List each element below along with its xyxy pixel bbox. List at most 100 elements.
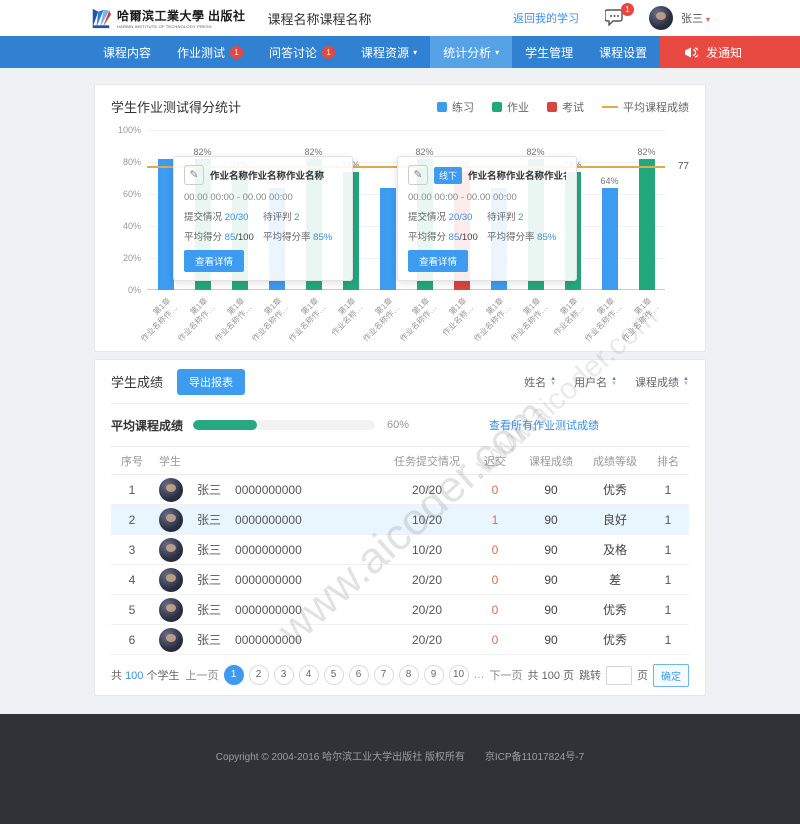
next-page-button[interactable]: 下一页	[489, 670, 523, 682]
page-button-4[interactable]: 4	[298, 665, 319, 685]
legend-item-exam[interactable]: 考试	[547, 99, 584, 115]
column-header-3: 任务提交情况	[394, 455, 460, 468]
messages-button[interactable]: 1	[604, 3, 634, 28]
submit-label: 提交情况	[408, 212, 447, 223]
nav-item-label: 课程资源	[361, 45, 410, 60]
y-axis-tick: 40%	[122, 221, 141, 231]
pagination-bar: 共 100 个学生 上一页 1 2 3 4 5 6 7 8 9 10 … 下一页 共 100 页 …	[111, 655, 689, 695]
column-header-5: 课程成绩	[529, 455, 573, 468]
bar-practice-7[interactable]	[379, 187, 396, 290]
legend-item-homework[interactable]: 作业	[492, 99, 529, 115]
jump-confirm-button[interactable]: 确定	[653, 663, 689, 687]
press-logo-cn: 哈爾滨工業大學 出版社	[117, 9, 246, 23]
gridline	[147, 129, 665, 131]
student-id: 0000000000	[235, 602, 302, 617]
avg-score-value: 85	[224, 232, 236, 243]
student-avatar	[159, 507, 183, 532]
page-button-3[interactable]: 3	[273, 665, 294, 685]
offline-badge: 线下	[434, 166, 463, 184]
nav-item-5[interactable]: 统计分析 ▾	[430, 36, 513, 68]
edit-pencil-icon: ✎	[408, 165, 428, 185]
page-jump-input[interactable]	[606, 665, 632, 685]
page-button-1[interactable]: 1	[223, 665, 244, 685]
cell-grade: 优秀	[602, 603, 627, 617]
view-details-button[interactable]: 查看详情	[408, 250, 469, 272]
avg-score-value: 85	[448, 232, 460, 243]
y-axis-tick: 60%	[122, 189, 141, 199]
page-button-6[interactable]: 6	[348, 665, 369, 685]
assignment-time-range: 00.00 00:00 - 00.00 00:00	[408, 192, 517, 203]
page-button-9[interactable]: 9	[423, 665, 444, 685]
cell-late: 0	[491, 572, 499, 587]
page-button-10[interactable]: 10	[448, 665, 469, 685]
bar-value-label: 82%	[304, 146, 323, 157]
chart-legend: 练习 作业 考试 平均课程成绩	[437, 99, 689, 115]
page-button-5[interactable]: 5	[323, 665, 344, 685]
user-menu[interactable]: 张三 ▾	[681, 10, 710, 26]
cell-grade: 差	[608, 573, 621, 587]
nav-item-4[interactable]: 课程资源 ▾	[348, 36, 430, 68]
avg-rate-label: 平均得分率	[487, 232, 535, 243]
nav-item-3[interactable]: 问答讨论 1	[256, 36, 348, 68]
sort-by-1[interactable]: 姓名 ▲ ▼	[524, 374, 556, 390]
cell-score: 90	[544, 602, 558, 617]
user-avatar[interactable]	[648, 6, 673, 30]
student-count: 100	[125, 670, 144, 682]
nav-item-2[interactable]: 作业测试 1	[164, 36, 256, 68]
back-to-learning-link[interactable]: 返回我的学习	[512, 13, 579, 25]
bar-value-label: 64%	[600, 175, 619, 186]
cell-submissions: 20/20	[411, 632, 443, 647]
student-id: 0000000000	[235, 512, 302, 527]
press-logo: 哈爾滨工業大學 出版社 HARBIN INSTITUTE OF TECHNOLO…	[90, 7, 246, 29]
nav-badge: 1	[230, 45, 244, 59]
nav-item-7[interactable]: 课程设置	[586, 36, 660, 68]
cell-student: 张三 0000000000	[153, 597, 383, 622]
submit-label: 提交情况	[184, 212, 223, 223]
nav-item-6[interactable]: 学生管理	[512, 36, 586, 68]
export-report-button[interactable]: 导出报表	[177, 368, 246, 395]
send-notice-button[interactable]: 发通知	[660, 36, 800, 68]
megaphone-icon	[685, 46, 699, 58]
page-footer: Copyright © 2004-2016 哈尔滨工业大学出版社 版权所有 京I…	[0, 714, 800, 824]
nav-item-1[interactable]: 课程内容	[90, 36, 164, 68]
view-all-scores-link[interactable]: 查看所有作业测试成绩	[489, 420, 599, 432]
pending-label: 待评判	[487, 212, 516, 223]
cell-late: 0	[491, 542, 499, 557]
student-id: 0000000000	[235, 482, 302, 497]
page-button-2[interactable]: 2	[248, 665, 269, 685]
cell-score: 90	[544, 542, 558, 557]
x-tick-slot: 第1章 作业名称作…	[509, 290, 554, 344]
legend-swatch-avg	[602, 105, 618, 108]
sort-by-2[interactable]: 用户名 ▲ ▼	[574, 374, 617, 390]
avg-score-total: /100	[459, 232, 478, 243]
nav-item-label: 问答讨论	[269, 45, 318, 60]
user-caret-icon: ▾	[705, 15, 710, 24]
bar-practice-13[interactable]	[601, 187, 618, 290]
cell-late: 1	[491, 512, 499, 527]
student-row: 3 张三 0000000000 10/20 0 90 及格 1	[111, 535, 689, 565]
chevron-down-icon: ▾	[495, 47, 500, 57]
legend-item-avg[interactable]: 平均课程成绩	[602, 99, 689, 115]
y-axis-tick: 20%	[122, 253, 141, 263]
cell-late: 0	[491, 482, 499, 497]
cell-rank: 1	[664, 542, 672, 557]
legend-label: 考试	[562, 101, 584, 114]
page-button-7[interactable]: 7	[373, 665, 394, 685]
bar-practice-1[interactable]	[157, 158, 174, 290]
column-header-4: 迟交	[484, 455, 506, 468]
student-grades-panel: 学生成绩 导出报表 姓名 ▲ ▼ 用户名 ▲ ▼ 课程成绩 ▲ ▼ 平均课程成绩 60% 查看所…	[94, 359, 706, 696]
prev-page-button[interactable]: 上一页	[185, 670, 219, 682]
bar-homework-14[interactable]	[638, 158, 655, 290]
page-button-8[interactable]: 8	[398, 665, 419, 685]
submit-value: 20/30	[448, 212, 473, 223]
student-name: 张三	[197, 513, 222, 527]
jump-label: 跳转	[579, 670, 601, 682]
y-axis-tick: 0%	[127, 285, 141, 295]
view-details-button[interactable]: 查看详情	[184, 250, 245, 272]
avg-score-total: /100	[235, 232, 254, 243]
legend-item-practice[interactable]: 练习	[437, 99, 474, 115]
student-id: 0000000000	[235, 572, 302, 587]
legend-swatch-exam	[547, 101, 557, 112]
cell-index: 6	[128, 632, 136, 647]
sort-by-3[interactable]: 课程成绩 ▲ ▼	[635, 374, 689, 390]
